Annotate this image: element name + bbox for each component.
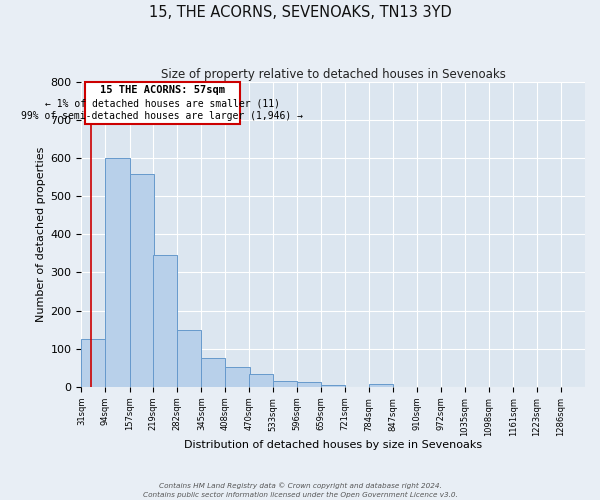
Bar [249, 374, 273, 387]
X-axis label: Distribution of detached houses by size in Sevenoaks: Distribution of detached houses by size … [184, 440, 482, 450]
Title: Size of property relative to detached houses in Sevenoaks: Size of property relative to detached ho… [161, 68, 506, 80]
Bar [369, 384, 393, 387]
Bar [202, 358, 226, 387]
Y-axis label: Number of detached properties: Number of detached properties [37, 146, 46, 322]
Text: 15, THE ACORNS, SEVENOAKS, TN13 3YD: 15, THE ACORNS, SEVENOAKS, TN13 3YD [149, 5, 451, 20]
Bar [297, 382, 322, 387]
Bar [322, 385, 346, 387]
Text: Contains HM Land Registry data © Crown copyright and database right 2024.
Contai: Contains HM Land Registry data © Crown c… [143, 482, 457, 498]
Bar [85, 82, 239, 124]
Bar [82, 340, 106, 387]
Bar [130, 174, 154, 387]
Text: 15 THE ACORNS: 57sqm: 15 THE ACORNS: 57sqm [100, 86, 224, 96]
Text: 99% of semi-detached houses are larger (1,946) →: 99% of semi-detached houses are larger (… [21, 111, 303, 121]
Bar [226, 367, 250, 387]
Text: ← 1% of detached houses are smaller (11): ← 1% of detached houses are smaller (11) [44, 98, 280, 108]
Bar [153, 254, 177, 387]
Bar [273, 382, 297, 387]
Bar [177, 330, 202, 387]
Bar [106, 158, 130, 387]
